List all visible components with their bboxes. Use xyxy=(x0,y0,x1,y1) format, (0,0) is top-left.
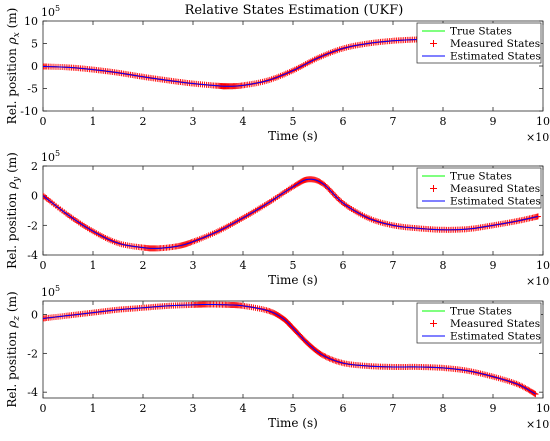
x-tick-label: 0 xyxy=(40,402,47,415)
x-axis-label: Time (s) xyxy=(268,273,318,287)
legend-item-measured-states-swatch xyxy=(430,185,437,192)
y-axis-label-symbol: ρ xyxy=(5,321,19,329)
x-axis-label: Time (s) xyxy=(268,129,318,143)
x-tick-label: 7 xyxy=(390,402,397,415)
x-tick-label: 8 xyxy=(440,259,447,272)
x-tick-label: 2 xyxy=(140,115,147,128)
x-tick-label: 8 xyxy=(440,402,447,415)
x-axis-exponent: ×105 xyxy=(526,129,550,144)
y-tick-label: -4 xyxy=(27,249,38,262)
y-tick-label: 2 xyxy=(31,160,38,173)
y-tick-label: -2 xyxy=(27,219,38,232)
x-tick-label: 6 xyxy=(340,259,347,272)
legend-item-true-states-label: True States xyxy=(450,306,512,318)
y-tick-label: 0 xyxy=(31,190,38,203)
y-axis-label: Rel. position ρy (m) xyxy=(5,152,22,269)
plot-area xyxy=(43,301,539,398)
x-tick-label: 3 xyxy=(190,259,197,272)
x-tick-label: 6 xyxy=(340,402,347,415)
x-tick-label: 4 xyxy=(240,259,247,272)
y-axis-exponent-power: 5 xyxy=(55,149,60,158)
y-axis-label-prefix: Rel. position xyxy=(5,44,19,124)
y-axis-label-subscript: y xyxy=(12,176,22,183)
x-axis-label: Time (s) xyxy=(268,416,318,430)
y-tick-label: -5 xyxy=(27,83,38,96)
y-tick-label: -10 xyxy=(20,105,38,118)
y-axis-exponent-power: 5 xyxy=(55,284,60,293)
legend-item-measured-states-label: Measured States xyxy=(450,318,540,330)
legend-item-measured-states-swatch xyxy=(430,320,437,327)
x-tick-label: 3 xyxy=(190,115,197,128)
y-tick-label: 0 xyxy=(31,60,38,73)
series-estimated-states-line xyxy=(43,178,539,249)
y-axis-label-subscript: z xyxy=(12,316,22,322)
legend-item-estimated-states-label: Estimated States xyxy=(450,331,541,343)
y-axis-label-prefix: Rel. position xyxy=(5,189,19,269)
y-axis-label-prefix: Rel. position xyxy=(5,328,19,408)
x-tick-label: 10 xyxy=(536,402,550,415)
y-axis-exponent-power: 5 xyxy=(55,4,60,13)
x-tick-label: 2 xyxy=(140,259,147,272)
legend-item-measured-states-swatch xyxy=(430,40,437,47)
x-tick-label: 6 xyxy=(340,115,347,128)
x-tick-label: 8 xyxy=(440,115,447,128)
y-tick-label: 10 xyxy=(24,15,38,28)
chart-title: Relative States Estimation (UKF) xyxy=(185,3,404,18)
x-tick-label: 9 xyxy=(490,115,497,128)
legend-item-true-states-label: True States xyxy=(450,171,512,183)
x-tick-label: 9 xyxy=(490,402,497,415)
y-axis-label-suffix: (m) xyxy=(5,152,19,177)
y-tick-label: -2 xyxy=(27,347,38,360)
x-tick-label: 10 xyxy=(536,115,550,128)
x-tick-label: 0 xyxy=(40,259,47,272)
x-tick-label: 1 xyxy=(90,402,97,415)
x-axis-exponent: ×105 xyxy=(526,416,550,431)
x-tick-label: 10 xyxy=(536,259,550,272)
y-tick-label: -4 xyxy=(27,386,38,399)
x-tick-label: 1 xyxy=(90,115,97,128)
x-tick-label: 4 xyxy=(240,402,247,415)
x-tick-label: 7 xyxy=(390,259,397,272)
x-tick-label: 3 xyxy=(190,402,197,415)
y-axis-label-symbol: ρ xyxy=(5,37,19,45)
x-tick-label: 5 xyxy=(290,115,297,128)
x-tick-label: 7 xyxy=(390,115,397,128)
y-axis-label-subscript: x xyxy=(12,32,22,37)
y-tick-label: 0 xyxy=(31,309,38,322)
x-tick-label: 2 xyxy=(140,402,147,415)
series-estimated-states-line xyxy=(43,303,536,395)
y-axis-label-symbol: ρ xyxy=(5,182,19,190)
y-axis-label: Rel. position ρz (m) xyxy=(5,291,22,407)
legend-item-measured-states-label: Measured States xyxy=(450,38,540,50)
x-tick-label: 0 xyxy=(40,115,47,128)
x-tick-label: 9 xyxy=(490,259,497,272)
plot-area xyxy=(43,176,541,252)
legend-item-true-states-label: True States xyxy=(450,26,512,38)
x-tick-label: 5 xyxy=(290,402,297,415)
legend-item-estimated-states-label: Estimated States xyxy=(450,51,541,63)
legend-item-estimated-states-label: Estimated States xyxy=(450,196,541,208)
legend-item-measured-states-label: Measured States xyxy=(450,183,540,195)
x-tick-label: 1 xyxy=(90,259,97,272)
x-tick-label: 4 xyxy=(240,115,247,128)
y-tick-label: 5 xyxy=(31,38,38,51)
x-tick-label: 5 xyxy=(290,259,297,272)
y-axis-label-suffix: (m) xyxy=(5,291,19,316)
y-axis-label: Rel. position ρx (m) xyxy=(5,8,22,125)
x-axis-exponent: ×105 xyxy=(526,273,550,288)
y-axis-label-suffix: (m) xyxy=(5,8,19,33)
